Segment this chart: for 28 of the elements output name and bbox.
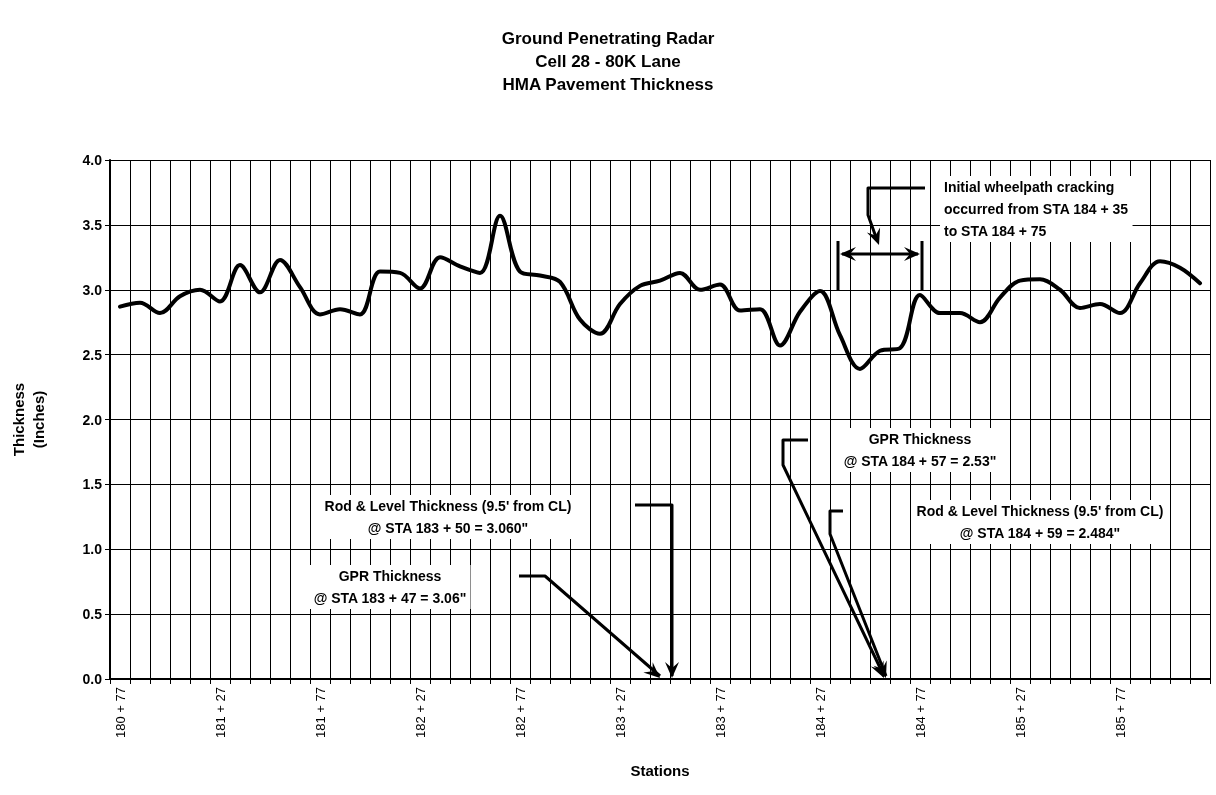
y-tick-label: 4.0 <box>82 152 103 168</box>
x-tick-label: 185 + 27 <box>1012 687 1028 738</box>
y-tick-label: 0.5 <box>82 606 103 623</box>
x-tick-label: 184 + 27 <box>812 687 828 738</box>
x-tick-label: 181 + 27 <box>212 687 228 738</box>
y-tick-label: 2.0 <box>82 411 103 428</box>
y-tick-label: 2.5 <box>82 346 103 363</box>
annotation: Rod & Level Thickness (9.5' from CL) @ STA 184 + 59 = 2.484" <box>916 503 1164 541</box>
x-tick-label: 181 + 77 <box>312 687 328 738</box>
annotation: Rod & Level Thickness (9.5' from CL) @ STA 183 + 50 = 3.060" <box>324 498 572 536</box>
annotation: Initial wheelpath cracking occurred from STA 184 + 35 to STA 184 + 75 <box>944 179 1129 239</box>
y-tick-label: 3.5 <box>82 216 103 233</box>
y-tick-label: 3.0 <box>82 281 103 298</box>
x-tick-label: 182 + 27 <box>412 687 428 738</box>
x-tick-label: 180 + 77 <box>112 687 128 738</box>
x-tick-label: 185 + 77 <box>1112 687 1128 738</box>
x-tick-label: 183 + 27 <box>612 687 628 738</box>
chart-title: Ground Penetrating Radar Cell 28 - 80K Lane HMA Pavement Thickness <box>501 29 715 94</box>
x-tick-label: 183 + 77 <box>712 687 728 738</box>
y-tick-label: 1.5 <box>82 476 103 493</box>
y-tick-label: 0.0 <box>82 671 103 687</box>
annotation: GPR Thickness @ STA 184 + 57 = 2.53" <box>843 431 997 469</box>
y-tick-label: 1.0 <box>82 541 103 558</box>
x-tick-label: 184 + 77 <box>912 687 928 738</box>
annotation: GPR Thickness @ STA 183 + 47 = 3.06" <box>313 568 467 606</box>
x-axis-title: Stations <box>630 762 690 779</box>
y-axis-title: Thickness (Inches) <box>9 382 47 457</box>
x-tick-label: 182 + 77 <box>512 687 528 738</box>
